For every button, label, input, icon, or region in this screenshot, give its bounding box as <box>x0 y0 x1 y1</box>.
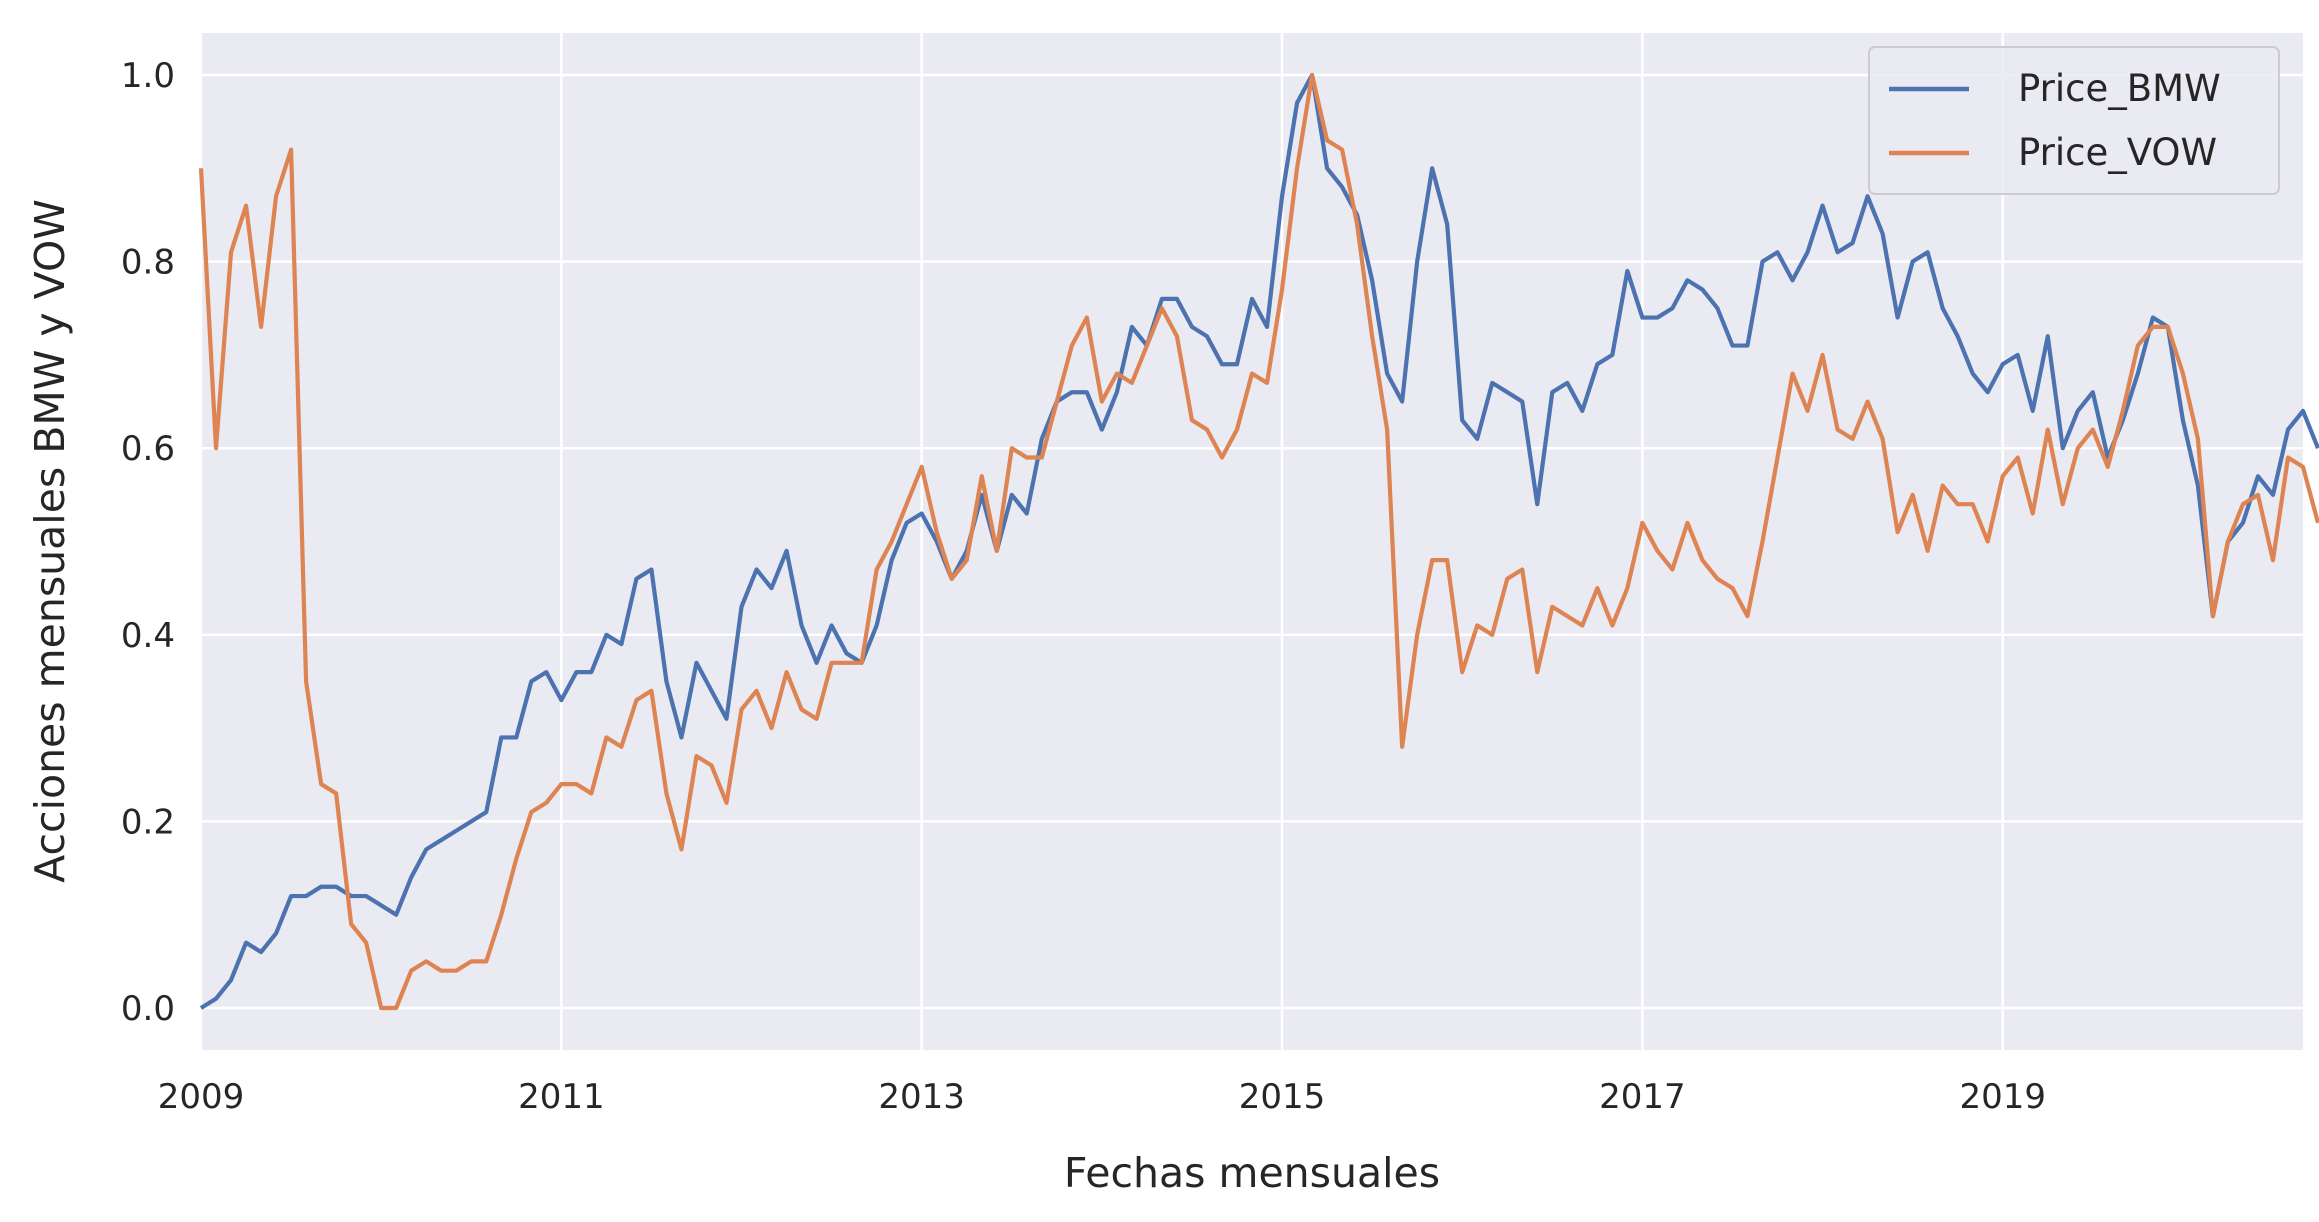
x-tick-label: 2019 <box>1959 1077 2046 1117</box>
legend-label-price-vow: Price_VOW <box>2018 131 2217 174</box>
plot-background <box>201 33 2303 1050</box>
x-axis-ticks: 2009 2011 2013 2015 2017 2019 <box>158 1077 2046 1117</box>
x-axis-label: Fechas mensuales <box>1064 1149 1440 1197</box>
y-tick-label: 1.0 <box>121 56 175 96</box>
y-tick-label: 0.0 <box>121 989 175 1029</box>
grid-lines <box>199 33 2303 1050</box>
y-tick-label: 0.4 <box>121 616 175 656</box>
x-tick-label: 2017 <box>1599 1077 1686 1117</box>
series-line-price-vow <box>198 72 2319 1011</box>
legend-frame <box>1868 46 2280 195</box>
legend-label-price-bmw: Price_BMW <box>2018 67 2221 110</box>
y-axis-label: Acciones mensuales BMW y VOW <box>26 199 74 883</box>
y-tick-label: 0.2 <box>121 802 175 842</box>
y-tick-label: 0.8 <box>121 243 175 283</box>
x-tick-label: 2013 <box>878 1077 965 1117</box>
x-tick-label: 2009 <box>158 1077 245 1117</box>
legend: Price_BMW Price_VOW <box>1868 46 2280 195</box>
y-tick-label: 0.6 <box>121 429 175 469</box>
series-line-price-bmw <box>199 72 2319 1010</box>
y-axis-ticks: 0.0 0.2 0.4 0.6 0.8 1.0 <box>121 56 175 1029</box>
x-tick-label: 2015 <box>1239 1077 1326 1117</box>
x-tick-label: 2011 <box>518 1077 605 1117</box>
series-layer <box>198 72 2319 1011</box>
